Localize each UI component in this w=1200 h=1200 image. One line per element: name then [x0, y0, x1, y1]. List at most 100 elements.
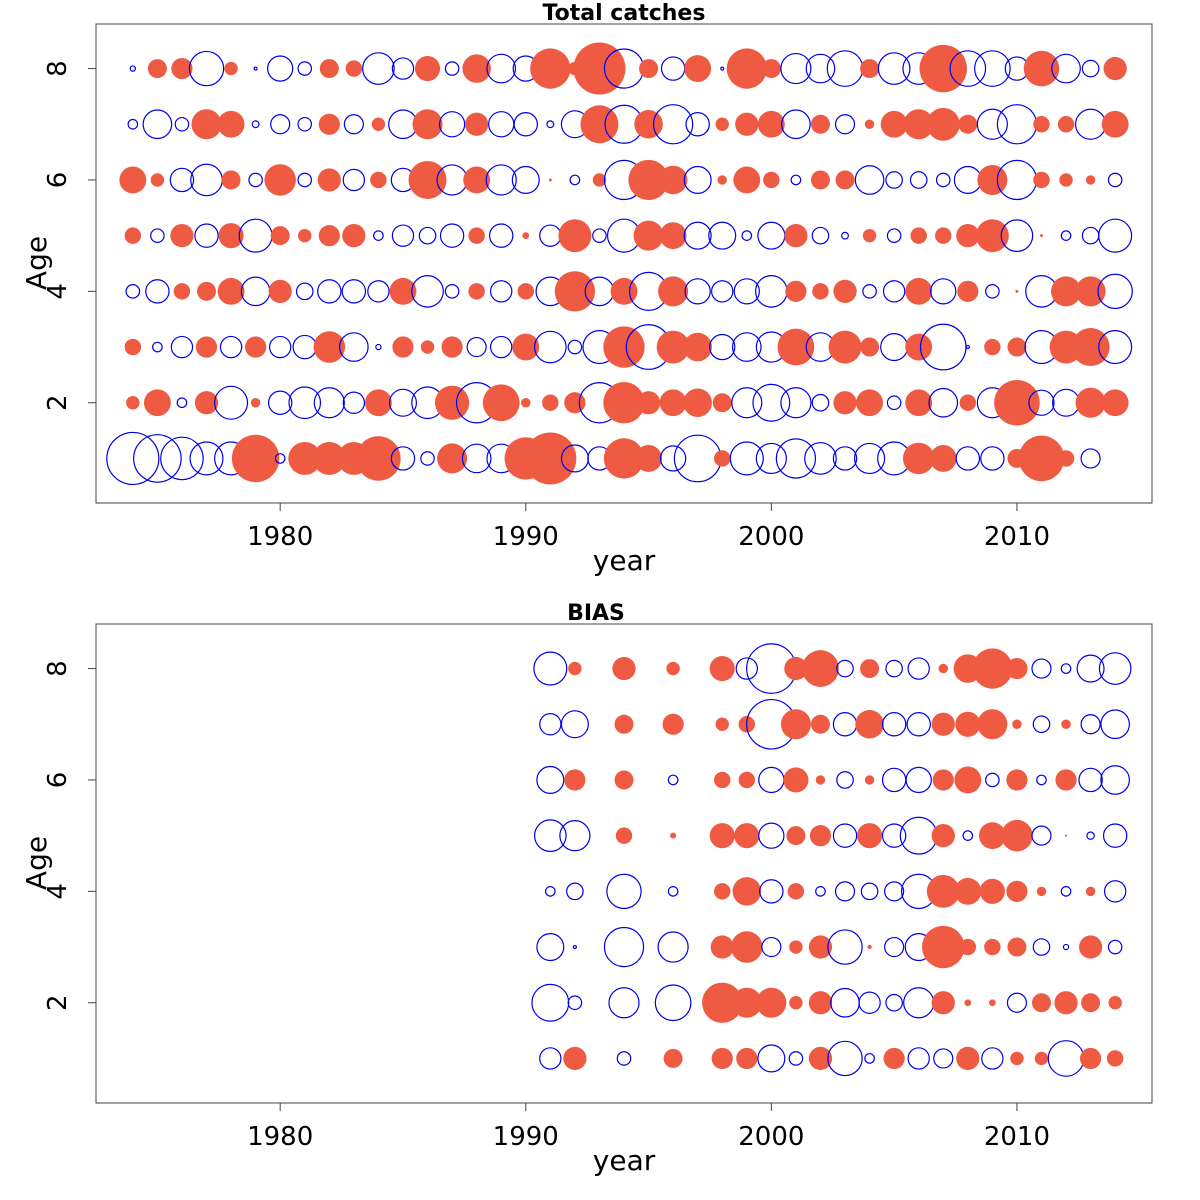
- bubble-age3-2013: [1071, 328, 1110, 367]
- bubble-age2-1999: [731, 987, 762, 1018]
- bubble-age4-2001: [785, 280, 807, 302]
- bubble-age7-2004: [855, 710, 884, 739]
- bubble-age6-1988: [463, 166, 491, 194]
- bubble-age2-2003: [830, 987, 860, 1018]
- bubble-age5-2000: [758, 822, 785, 849]
- bubble-age1-2006: [902, 442, 935, 475]
- bubble-age5-2010: [1000, 219, 1034, 252]
- bubble-age2-1998: [702, 982, 743, 1023]
- bubble-age3-1991: [533, 330, 567, 364]
- bubble-age6-1992: [569, 174, 581, 186]
- bubble-age5-2003: [832, 823, 858, 848]
- bubbles-bias: [531, 643, 1132, 1077]
- bubble-age1-1996: [659, 445, 687, 472]
- bubble-age6-2009: [977, 164, 1008, 195]
- bubble-age2-1978: [214, 385, 249, 420]
- bubble-age6-1986: [408, 160, 447, 199]
- bubble-age3-1980: [268, 335, 292, 359]
- bubble-age5-2011: [1039, 234, 1043, 238]
- bubble-age2-2002: [808, 991, 833, 1015]
- bubble-age5-1983: [342, 224, 366, 248]
- y-tick-label-4: 4: [43, 283, 73, 300]
- bubble-age7-2013: [1074, 108, 1107, 140]
- bubble-age3-1998: [710, 935, 734, 959]
- bubble-age8-2009: [974, 50, 1011, 87]
- bubble-age2-2013: [1081, 993, 1101, 1013]
- bubble-age5-1999: [741, 230, 753, 242]
- bubble-age1-1991: [539, 1047, 562, 1070]
- bubble-age5-2013: [1086, 831, 1095, 840]
- bubble-age6-1996: [658, 165, 688, 195]
- bubble-age6-2008: [954, 766, 982, 794]
- bubble-age7-1994: [614, 714, 634, 734]
- bubble-age8-2014: [1103, 56, 1127, 81]
- bubble-age2-1996: [659, 389, 687, 417]
- bubble-age6-1976: [169, 167, 195, 193]
- bubble-age2-2000: [752, 383, 791, 422]
- bubble-age5-1996: [670, 832, 677, 839]
- bubble-age5-2000: [757, 221, 786, 250]
- bubble-age8-2008: [949, 50, 987, 87]
- bubble-age5-2005: [881, 823, 907, 848]
- bubble-age5-1996: [659, 222, 687, 250]
- bubble-age1-1995: [635, 445, 662, 472]
- bubble-age3-2004: [860, 337, 880, 357]
- bubble-age6-1999: [733, 166, 761, 194]
- bubble-age4-2011: [1036, 886, 1047, 897]
- y-tick-label-8: 8: [43, 60, 73, 77]
- bubble-age1-2002: [808, 1046, 833, 1071]
- y-axis-label-total-catches: Age: [20, 236, 53, 290]
- bubble-age1-2009: [981, 1047, 1004, 1070]
- bubble-age6-1990: [511, 165, 540, 194]
- bubble-age7-2002: [810, 714, 830, 734]
- bubble-age5-1992: [558, 219, 592, 253]
- x-tick-label-2010: 2010: [984, 522, 1050, 552]
- bubble-age5-2005: [886, 228, 902, 243]
- bubble-age3-2007: [922, 925, 965, 969]
- bubble-age3-2008: [965, 344, 970, 350]
- bubble-age3-2002: [808, 935, 833, 959]
- bubble-age6-2011: [1036, 774, 1047, 786]
- bubble-age8-2002: [805, 53, 836, 84]
- bubble-age6-2007: [932, 769, 954, 791]
- bubble-age5-1980: [270, 226, 290, 246]
- bubble-age4-2007: [930, 278, 957, 305]
- y-tick-label-8: 8: [43, 660, 73, 677]
- bubble-age6-2003: [836, 771, 854, 789]
- bubble-age5-2007: [935, 227, 952, 244]
- bubble-age3-2013: [1078, 935, 1103, 959]
- bubble-age4-1998: [711, 280, 734, 303]
- bubble-age1-2005: [883, 1047, 905, 1070]
- bubble-age3-1997: [683, 332, 712, 362]
- bubble-age1-1999: [729, 441, 764, 476]
- bubble-age4-2001: [787, 883, 805, 900]
- bubble-age8-2004: [860, 59, 880, 79]
- bubble-age8-1979: [253, 66, 258, 71]
- bubble-age6-2012: [1055, 769, 1077, 791]
- bubble-age8-2002: [802, 650, 839, 687]
- bubble-age4-2003: [834, 881, 856, 902]
- bubble-age6-1992: [564, 769, 586, 791]
- bubble-age8-2001: [784, 656, 808, 681]
- bubble-age7-2005: [881, 712, 907, 737]
- bubble-age7-2007: [931, 712, 955, 736]
- bubble-age7-1995: [634, 110, 663, 139]
- bubble-age5-1999: [734, 823, 760, 849]
- bubble-age7-1977: [191, 109, 222, 140]
- bubble-age5-2012: [1064, 834, 1068, 837]
- bubble-age6-1994: [614, 770, 634, 790]
- bubble-age7-2006: [903, 109, 934, 140]
- bubble-age1-1982: [312, 442, 346, 475]
- bubble-age5-1989: [488, 223, 514, 248]
- bubble-age4-2008: [954, 877, 982, 905]
- bubble-age4-1996: [667, 885, 679, 897]
- bubble-age2-2007: [928, 387, 959, 418]
- bubble-age8-2011: [1031, 658, 1052, 679]
- bubble-age7-2011: [1032, 715, 1051, 734]
- bubble-age6-1993: [592, 173, 607, 187]
- bubble-age1-1999: [736, 1047, 758, 1070]
- bubble-age2-2013: [1075, 387, 1106, 418]
- bubble-age5-2006: [910, 227, 927, 244]
- bubble-age3-1999: [731, 931, 763, 963]
- bubble-age3-1996: [657, 931, 689, 963]
